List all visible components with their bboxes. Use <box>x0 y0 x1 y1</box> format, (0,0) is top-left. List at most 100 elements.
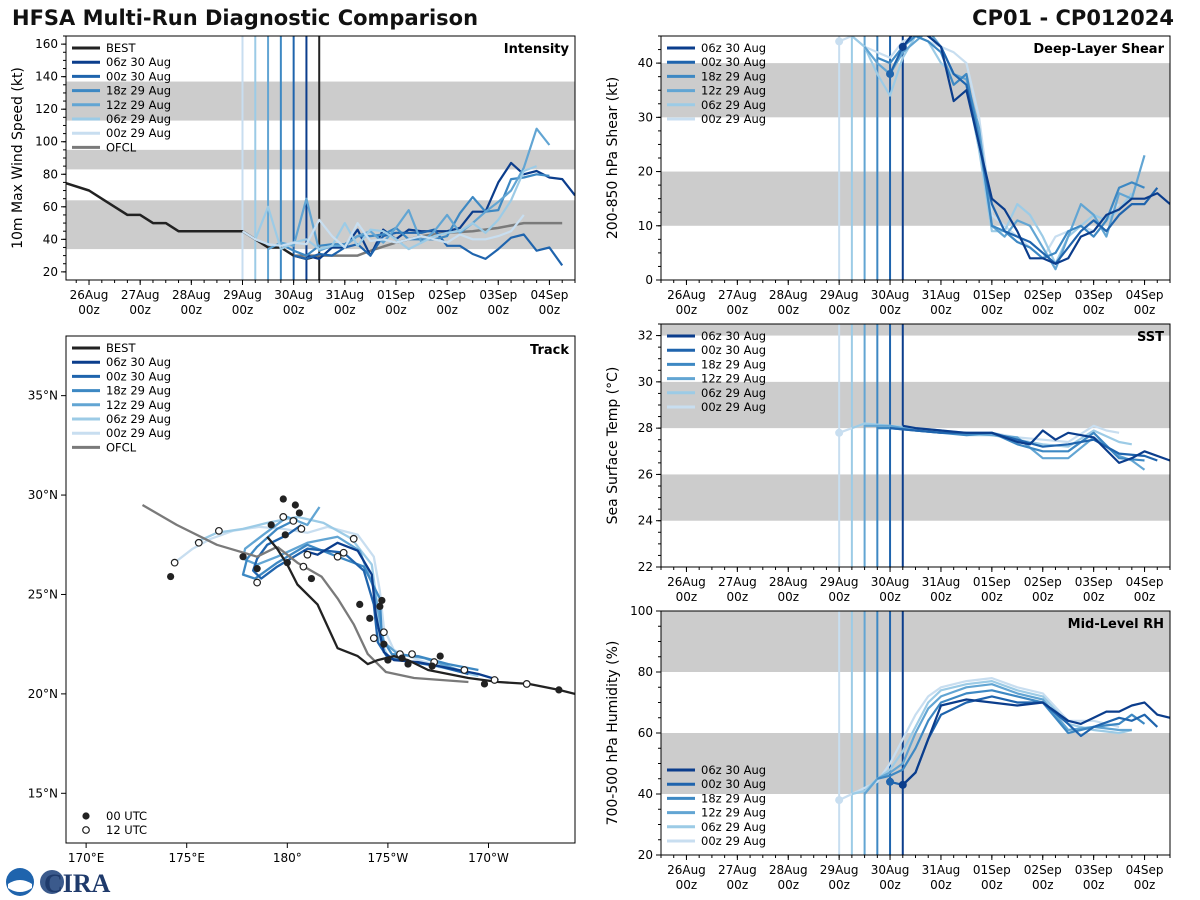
map-frame <box>65 335 576 844</box>
x-tick-sublabel: 00z <box>1032 303 1054 317</box>
track-point-12utc <box>299 562 308 571</box>
x-tick-sublabel: 00z <box>334 303 356 317</box>
lat-tick-label: 30°N <box>28 488 58 502</box>
threshold-band <box>661 381 1170 429</box>
series-line-06z-29-Aug <box>254 165 537 251</box>
series-line-00z-29-Aug <box>241 214 525 249</box>
track-point-00utc <box>378 596 386 605</box>
x-tick-label: 30Aug <box>871 288 910 302</box>
x-tick-sublabel: 00z <box>487 303 509 317</box>
x-tick-label: 03Sep <box>1075 575 1113 589</box>
legend-label: 00 UTC <box>106 809 147 823</box>
track-line-06z-30-Aug <box>303 541 499 682</box>
legend-label: 12z 29 Aug <box>701 372 766 386</box>
y-tick-label: 26 <box>638 467 653 481</box>
track-point-12utc <box>490 676 499 684</box>
y-axis-label: Sea Surface Temp (°C) <box>605 367 621 525</box>
x-tick-sublabel: 00z <box>1032 878 1054 892</box>
track-line-BEST <box>266 536 575 696</box>
x-tick-label: 03Sep <box>1075 863 1113 877</box>
legend-label: 12z 29 Aug <box>701 84 766 98</box>
x-tick-sublabel: 00z <box>1083 878 1105 892</box>
series-line-06z-29-Aug <box>851 36 1133 265</box>
lat-tick-label: 20°N <box>28 687 58 701</box>
x-tick-label: 02Sep <box>1024 288 1062 302</box>
legend-label: 18z 29 Aug <box>106 84 171 98</box>
series-line-12z-29-Aug <box>863 36 1146 271</box>
x-tick-sublabel: 00z <box>727 590 749 604</box>
x-tick-sublabel: 00z <box>78 303 100 317</box>
x-tick-sublabel: 00z <box>727 303 749 317</box>
legend-label: 12 UTC <box>106 823 147 837</box>
panel-title: SST <box>1137 330 1164 345</box>
x-tick-label: 26Aug <box>667 863 706 877</box>
legend-label: 00z 30 Aug <box>106 369 171 383</box>
y-axis-label: 700-500 hPa Humidity (%) <box>605 641 621 826</box>
legend-label: 18z 29 Aug <box>701 791 766 805</box>
series-line-BEST <box>66 181 320 261</box>
threshold-band <box>661 733 1170 794</box>
legend-label: 00z 29 Aug <box>701 112 766 126</box>
x-tick-label: 01Sep <box>973 575 1011 589</box>
x-tick-label: 29Aug <box>820 288 859 302</box>
track-point-00utc <box>253 565 261 573</box>
init-marker <box>898 42 907 51</box>
legend-label: 18z 29 Aug <box>106 384 171 398</box>
x-tick-sublabel: 00z <box>930 590 952 604</box>
x-tick-sublabel: 00z <box>1134 590 1156 604</box>
x-tick-sublabel: 00z <box>1083 303 1105 317</box>
y-tick-label: 60 <box>638 726 653 740</box>
x-tick-label: 30Aug <box>274 288 313 302</box>
legend-label: 06z 30 Aug <box>701 763 766 777</box>
track-point-12utc <box>339 548 348 557</box>
series-line-00z-30-Aug <box>293 228 564 267</box>
x-tick-label: 03Sep <box>479 288 517 302</box>
x-tick-sublabel: 00z <box>539 303 561 317</box>
x-tick-sublabel: 00z <box>232 303 254 317</box>
panel-shear: 01020304026Aug00z27Aug00z28Aug00z29Aug00… <box>605 35 1171 317</box>
x-tick-label: 28Aug <box>769 288 808 302</box>
x-tick-label: 26Aug <box>70 288 109 302</box>
y-tick-label: 40 <box>638 56 653 70</box>
series-line-18z-29-Aug <box>877 689 1146 780</box>
x-tick-label: 02Sep <box>1024 575 1062 589</box>
series-line-18z-29-Aug <box>280 173 550 257</box>
track-point-12utc <box>289 517 298 525</box>
legend-label: 12z 29 Aug <box>701 806 766 820</box>
legend-label: 12z 29 Aug <box>106 98 171 112</box>
init-marker <box>835 37 844 46</box>
series-line-06z-30-Aug <box>902 698 1170 786</box>
track-point-00utc <box>384 656 392 664</box>
legend-label: 06z 30 Aug <box>701 329 766 343</box>
x-tick-label: 01Sep <box>377 288 415 302</box>
threshold-band <box>661 63 1170 118</box>
track-point-00utc <box>281 531 289 539</box>
series-line-06z-30-Aug <box>901 36 1170 265</box>
lat-tick-label: 25°N <box>28 587 58 601</box>
legend-marker-12utc <box>82 826 90 834</box>
init-marker <box>886 69 895 78</box>
x-tick-sublabel: 00z <box>879 878 901 892</box>
legend-label: 00z 29 Aug <box>106 126 171 140</box>
x-tick-label: 27Aug <box>718 288 757 302</box>
series-line-18z-29-Aug <box>876 36 1145 260</box>
track-point-12utc <box>369 634 378 643</box>
legend-label: 06z 30 Aug <box>701 41 766 55</box>
x-tick-sublabel: 00z <box>828 590 850 604</box>
y-tick-label: 80 <box>638 665 653 679</box>
y-tick-label: 160 <box>35 37 58 51</box>
track-point-12utc <box>215 526 223 535</box>
x-tick-label: 04Sep <box>530 288 568 302</box>
legend-label: 06z 29 Aug <box>701 820 766 834</box>
y-tick-label: 60 <box>43 200 58 214</box>
series-group <box>835 676 1170 805</box>
y-tick-label: 100 <box>630 604 653 618</box>
panel-title: Intensity <box>504 42 570 57</box>
x-tick-sublabel: 00z <box>1032 590 1054 604</box>
track-point-00utc <box>376 602 384 611</box>
x-tick-sublabel: 00z <box>727 878 749 892</box>
series-group <box>835 36 1170 271</box>
y-tick-label: 22 <box>638 560 653 574</box>
x-tick-label: 27Aug <box>718 575 757 589</box>
track-point-12utc <box>303 550 312 559</box>
